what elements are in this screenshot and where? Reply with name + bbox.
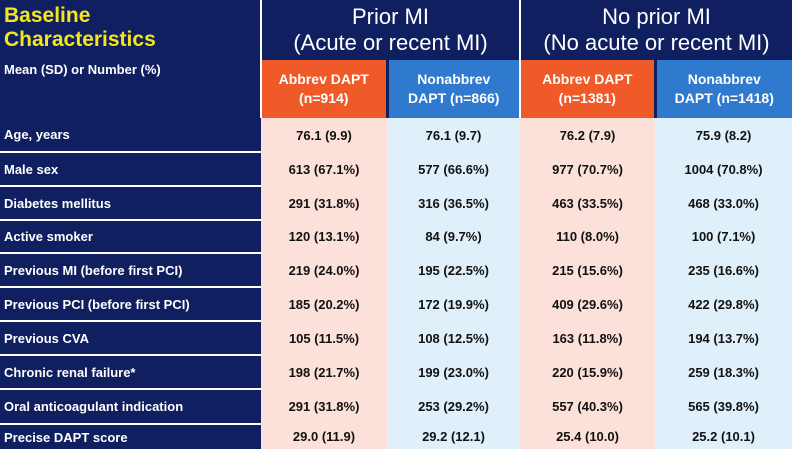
cell-prior-abbrev: 291 (31.8%): [261, 186, 387, 220]
cell-noprior-abbrev: 76.2 (7.9): [520, 118, 656, 152]
cell-prior-nonabbrev: 577 (66.6%): [387, 152, 521, 186]
cell-prior-abbrev: 105 (11.5%): [261, 321, 387, 355]
table-row-active-smoker: Active smoker 120 (13.1%) 84 (9.7%) 110 …: [0, 220, 792, 254]
cell-prior-abbrev: 198 (21.7%): [261, 355, 387, 389]
cell-noprior-nonabbrev: 422 (29.8%): [655, 287, 792, 321]
row-label: Previous CVA: [0, 321, 261, 356]
cell-noprior-nonabbrev: 100 (7.1%): [655, 220, 792, 253]
group-no-prior-line-2: (No acute or recent MI): [543, 30, 770, 55]
col-header-line-1: Nonabbrev: [417, 71, 491, 87]
row-label: Age, years: [0, 118, 261, 153]
cell-prior-nonabbrev: 195 (22.5%): [387, 253, 521, 287]
table-row-age: Age, years 76.1 (9.9) 76.1 (9.7) 76.2 (7…: [0, 118, 792, 153]
table-title: Baseline Characteristics: [4, 4, 260, 52]
cell-noprior-nonabbrev: 75.9 (8.2): [655, 118, 792, 152]
row-label: Chronic renal failure*: [0, 355, 261, 390]
cell-prior-nonabbrev: 76.1 (9.7): [387, 118, 521, 152]
cell-prior-abbrev: 29.0 (11.9): [261, 424, 387, 449]
cell-noprior-abbrev: 977 (70.7%): [520, 152, 656, 186]
header-title-block: Baseline Characteristics Mean (SD) or Nu…: [0, 0, 262, 118]
cell-prior-abbrev: 76.1 (9.9): [261, 118, 387, 152]
cell-noprior-abbrev: 25.4 (10.0): [520, 424, 656, 449]
cell-noprior-abbrev: 557 (40.3%): [520, 389, 656, 424]
group-header-prior-mi: Prior MI (Acute or recent MI): [261, 0, 522, 60]
cell-noprior-nonabbrev: 259 (18.3%): [655, 355, 792, 389]
cell-noprior-nonabbrev: 1004 (70.8%): [655, 152, 792, 186]
cell-prior-nonabbrev: 29.2 (12.1): [387, 424, 521, 449]
table-row-chronic-renal-failure: Chronic renal failure* 198 (21.7%) 199 (…: [0, 355, 792, 390]
cell-prior-abbrev: 291 (31.8%): [261, 389, 387, 424]
title-line-1: Baseline: [4, 4, 91, 27]
cell-noprior-nonabbrev: 194 (13.7%): [655, 321, 792, 355]
column-header-noprior-nonabbrev: Nonabbrev DAPT (n=1418): [653, 60, 792, 118]
cell-prior-nonabbrev: 253 (29.2%): [387, 389, 521, 424]
cell-noprior-nonabbrev: 565 (39.8%): [655, 389, 792, 424]
title-line-2: Characteristics: [4, 28, 156, 51]
cell-noprior-abbrev: 463 (33.5%): [520, 186, 656, 220]
table-row-previous-cva: Previous CVA 105 (11.5%) 108 (12.5%) 163…: [0, 321, 792, 356]
group-prior-line-1: Prior MI: [352, 4, 429, 29]
cell-prior-abbrev: 120 (13.1%): [261, 220, 387, 253]
column-header-noprior-abbrev: Abbrev DAPT (n=1381): [520, 60, 656, 118]
col-header-line-2: DAPT (n=1418): [674, 90, 774, 106]
table-row-diabetes: Diabetes mellitus 291 (31.8%) 316 (36.5%…: [0, 186, 792, 221]
cell-prior-nonabbrev: 108 (12.5%): [387, 321, 521, 355]
cell-prior-abbrev: 613 (67.1%): [261, 152, 387, 186]
cell-noprior-abbrev: 215 (15.6%): [520, 253, 656, 287]
row-label: Oral anticoagulant indication: [0, 389, 261, 425]
cell-prior-nonabbrev: 316 (36.5%): [387, 186, 521, 220]
table-row-previous-pci: Previous PCI (before first PCI) 185 (20.…: [0, 287, 792, 322]
cell-noprior-abbrev: 110 (8.0%): [520, 220, 656, 253]
table-row-oral-anticoagulant: Oral anticoagulant indication 291 (31.8%…: [0, 389, 792, 425]
column-header-prior-nonabbrev: Nonabbrev DAPT (n=866): [385, 60, 522, 118]
group-no-prior-line-1: No prior MI: [602, 4, 711, 29]
group-prior-line-2: (Acute or recent MI): [293, 30, 488, 55]
col-header-line-1: Abbrev DAPT: [542, 71, 633, 87]
cell-noprior-abbrev: 409 (29.6%): [520, 287, 656, 321]
table-row-previous-mi: Previous MI (before first PCI) 219 (24.0…: [0, 253, 792, 288]
cell-noprior-abbrev: 163 (11.8%): [520, 321, 656, 355]
row-label: Previous MI (before first PCI): [0, 253, 261, 288]
row-label: Male sex: [0, 152, 261, 187]
row-label: Diabetes mellitus: [0, 186, 261, 221]
cell-noprior-abbrev: 220 (15.9%): [520, 355, 656, 389]
col-header-line-2: (n=1381): [558, 90, 616, 106]
cell-prior-nonabbrev: 199 (23.0%): [387, 355, 521, 389]
col-header-line-2: DAPT (n=866): [408, 90, 500, 106]
group-header-no-prior-mi: No prior MI (No acute or recent MI): [520, 0, 792, 60]
cell-prior-nonabbrev: 172 (19.9%): [387, 287, 521, 321]
cell-noprior-nonabbrev: 235 (16.6%): [655, 253, 792, 287]
cell-prior-abbrev: 219 (24.0%): [261, 253, 387, 287]
cell-noprior-nonabbrev: 25.2 (10.1): [655, 424, 792, 449]
col-header-line-1: Nonabbrev: [687, 71, 761, 87]
col-header-line-2: (n=914): [299, 90, 349, 106]
cell-prior-nonabbrev: 84 (9.7%): [387, 220, 521, 253]
row-label: Active smoker: [0, 220, 261, 254]
col-header-line-1: Abbrev DAPT: [278, 71, 369, 87]
row-label: Precise DAPT score: [0, 424, 261, 449]
column-header-prior-abbrev: Abbrev DAPT (n=914): [261, 60, 387, 118]
table-row-precise-dapt-score: Precise DAPT score 29.0 (11.9) 29.2 (12.…: [0, 424, 792, 449]
cell-noprior-nonabbrev: 468 (33.0%): [655, 186, 792, 220]
cell-prior-abbrev: 185 (20.2%): [261, 287, 387, 321]
table-row-male-sex: Male sex 613 (67.1%) 577 (66.6%) 977 (70…: [0, 152, 792, 187]
table-subtitle: Mean (SD) or Number (%): [4, 62, 161, 77]
row-label: Previous PCI (before first PCI): [0, 287, 261, 322]
